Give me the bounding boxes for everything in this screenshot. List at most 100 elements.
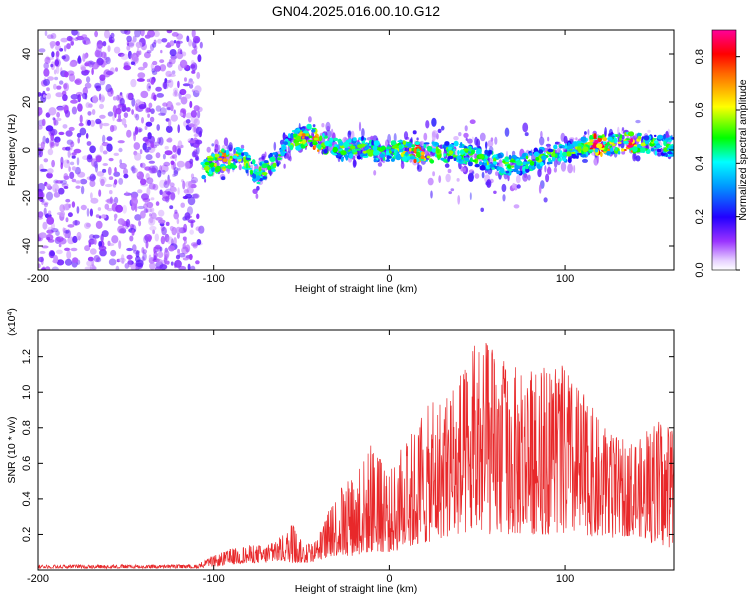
noise-dot	[187, 80, 195, 85]
halo-dot	[361, 128, 365, 138]
y-tick-label: 20	[21, 96, 33, 108]
noise-dot	[119, 97, 125, 106]
x-tick-label: -200	[27, 273, 49, 285]
noise-dot	[96, 40, 104, 49]
noise-dot	[99, 74, 106, 81]
noise-dot	[43, 158, 49, 163]
noise-dot	[177, 187, 180, 195]
noise-dot	[155, 152, 161, 159]
noise-dot	[46, 236, 51, 241]
noise-dot	[149, 207, 155, 213]
ridge-dot	[562, 151, 567, 157]
ridge-dot	[604, 144, 609, 148]
noise-dot	[98, 93, 102, 101]
noise-dot	[118, 240, 122, 250]
ridge-dot	[232, 165, 238, 169]
noise-dot	[156, 124, 160, 131]
ridge-dot	[491, 167, 496, 170]
noise-dot	[173, 166, 179, 175]
noise-dot	[54, 188, 57, 197]
noise-dot	[84, 245, 91, 252]
noise-dot	[50, 228, 59, 233]
noise-dot	[119, 159, 122, 165]
noise-dot	[152, 60, 158, 66]
ridge-dot	[232, 155, 238, 159]
ridge-dot	[558, 157, 562, 162]
ridge-dot	[229, 155, 233, 159]
ridge-dot	[538, 149, 544, 154]
noise-dot	[149, 225, 157, 231]
ridge-dot	[571, 151, 576, 154]
noise-dot	[154, 65, 162, 72]
noise-dot	[146, 177, 154, 185]
noise-dot	[170, 160, 175, 166]
bottom-x-axis-label: Height of straight line (km)	[295, 583, 418, 595]
noise-dot	[38, 256, 44, 263]
noise-dot	[134, 126, 139, 135]
noise-dot	[53, 69, 57, 75]
ridge-dot	[548, 157, 551, 162]
noise-dot	[46, 229, 54, 234]
noise-dot	[163, 81, 168, 90]
halo-dot	[494, 136, 498, 145]
halo-dot	[462, 167, 467, 173]
ridge-dot	[426, 155, 431, 159]
ridge-dot	[414, 141, 420, 146]
noise-dot	[195, 226, 201, 231]
noise-dot	[84, 82, 92, 89]
ridge-dot	[567, 142, 571, 146]
ridge-dot	[317, 149, 320, 152]
noise-dot	[187, 196, 196, 206]
noise-dot	[164, 150, 173, 156]
noise-dot	[101, 96, 105, 102]
ridge-dot	[373, 155, 377, 159]
noise-dot	[95, 164, 98, 173]
ridge-dot	[505, 170, 510, 174]
noise-dot	[72, 257, 79, 264]
noise-dot	[134, 30, 141, 38]
noise-dot	[80, 178, 88, 185]
noise-dot	[150, 79, 155, 85]
noise-dot	[191, 30, 196, 38]
noise-dot	[100, 178, 105, 187]
noise-dot	[144, 234, 153, 242]
halo-dot	[547, 166, 552, 175]
ridge-dot	[390, 158, 395, 162]
halo-dot	[450, 188, 455, 192]
ridge-dot	[386, 155, 392, 159]
ridge-dot	[492, 161, 498, 165]
ridge-dot	[654, 150, 658, 156]
noise-dot	[121, 105, 127, 112]
ridge-dot	[657, 134, 664, 140]
ridge-dot	[665, 137, 671, 141]
noise-dot	[59, 211, 66, 217]
halo-dot	[547, 136, 550, 142]
ridge-dot	[519, 156, 525, 160]
noise-dot	[127, 92, 134, 101]
noise-dot	[169, 49, 177, 57]
noise-dot	[104, 30, 110, 39]
noise-dot	[162, 190, 170, 199]
noise-dot	[108, 36, 115, 44]
noise-dot	[165, 260, 170, 265]
bottom-y-ticks: 0.2 0.4 0.6 0.8 1.0 1.2	[21, 349, 674, 542]
noise-dot	[169, 205, 174, 210]
halo-dot	[377, 162, 383, 167]
noise-dot	[76, 31, 80, 37]
x-tick-label: 100	[556, 273, 574, 285]
noise-dot	[64, 233, 68, 238]
noise-dot	[42, 266, 46, 270]
noise-dot	[97, 207, 102, 211]
noise-dot	[151, 165, 159, 174]
noise-dot	[156, 258, 163, 265]
noise-dot	[105, 56, 111, 65]
ridge-dot	[577, 146, 582, 152]
noise-dot	[130, 53, 138, 62]
ridge-dot	[368, 151, 374, 157]
noise-dot	[184, 161, 190, 170]
halo-dot	[238, 164, 242, 171]
noise-dot	[47, 76, 54, 81]
noise-dot	[133, 142, 141, 150]
noise-dot	[175, 254, 181, 260]
ridge-dot	[447, 146, 453, 151]
